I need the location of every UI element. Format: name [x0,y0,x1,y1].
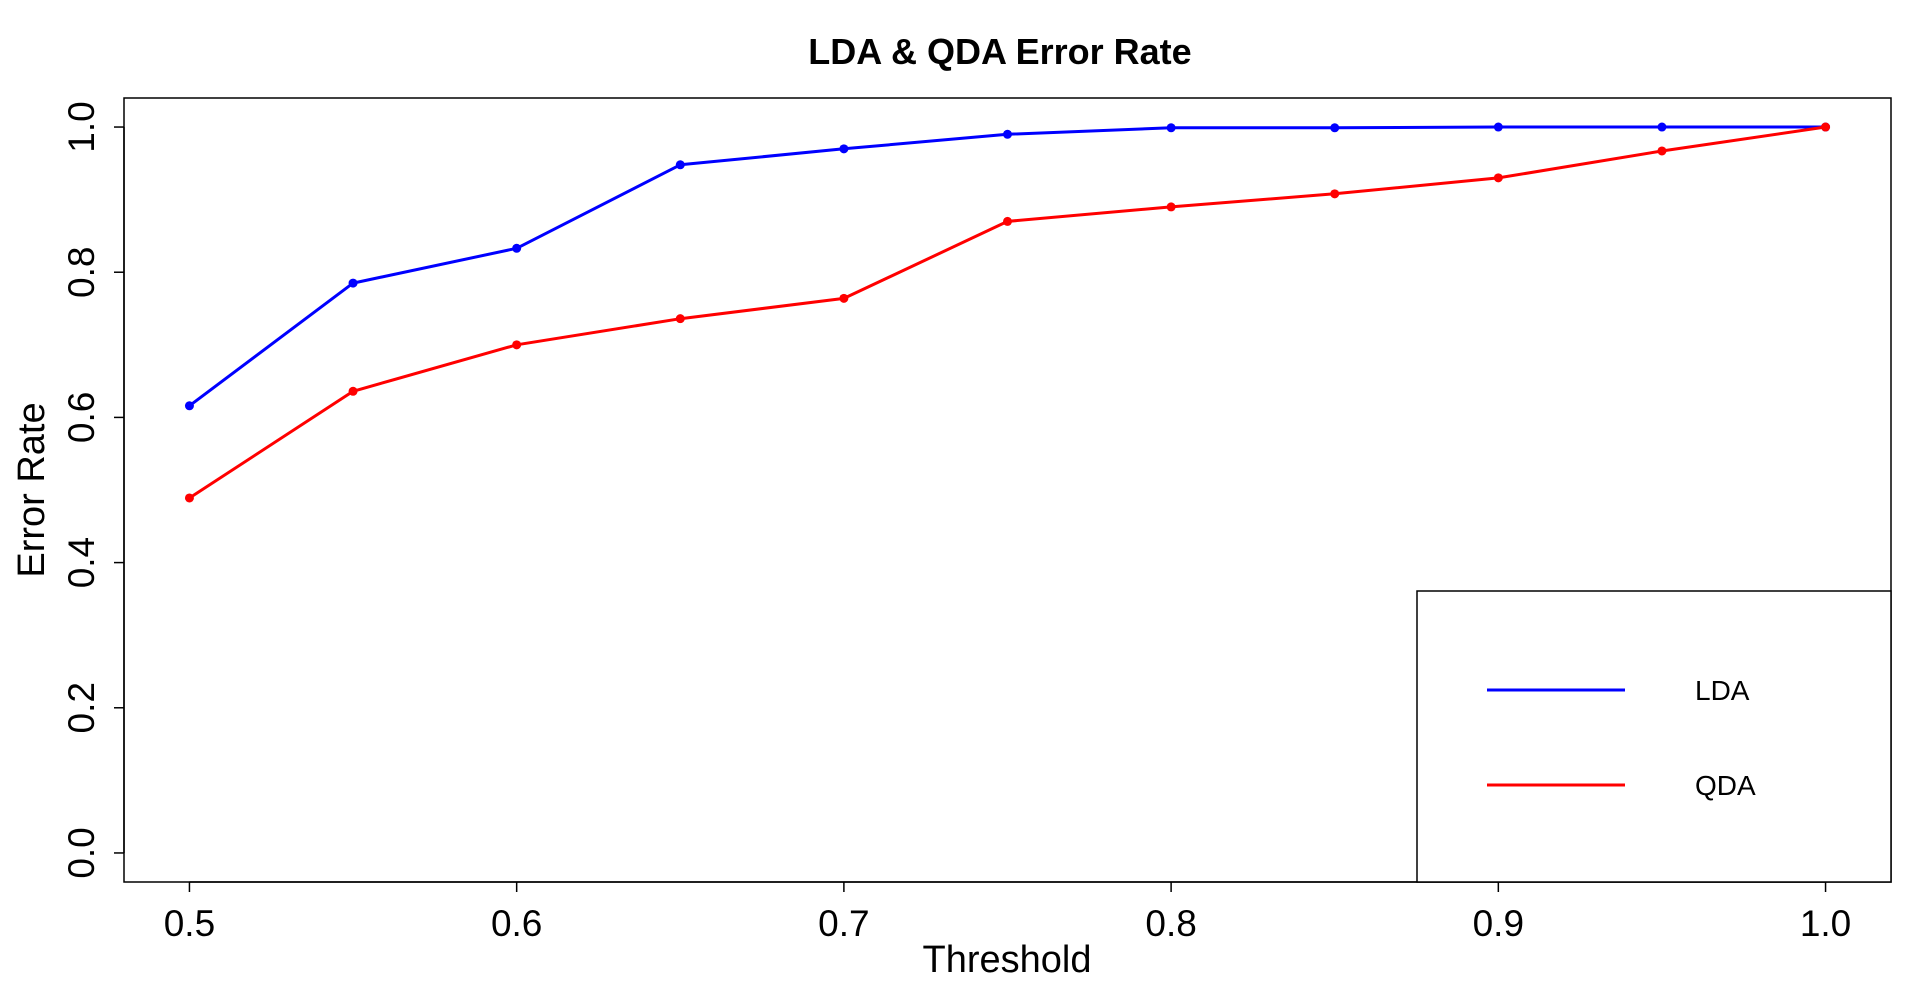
data-point-qda [1166,202,1176,212]
data-point-qda [1493,173,1503,183]
data-point-lda [1657,122,1667,132]
x-axis: 0.5 0.6 0.7 0.8 0.9 1.0 [164,881,1851,944]
y-axis: 0.0 0.2 0.4 0.6 0.8 1.0 [61,101,125,879]
data-point-lda [839,144,849,154]
data-point-qda [1330,189,1340,199]
x-tick-label: 0.9 [1473,903,1524,944]
series-layer [184,122,1831,503]
x-tick-label: 0.5 [164,903,215,944]
data-point-qda [675,314,685,324]
data-point-lda [184,401,194,411]
y-tick-label: 0.6 [61,392,102,443]
legend-box [1416,590,1892,883]
data-point-lda [1330,123,1340,133]
data-point-lda [348,278,358,288]
y-axis-label: Error Rate [11,402,53,577]
data-point-qda [1657,146,1667,156]
x-axis-label: Threshold [923,939,1092,981]
data-point-qda [512,340,522,350]
chart-title: LDA & QDA Error Rate [808,31,1191,72]
x-tick-label: 0.6 [491,903,542,944]
legend-label-lda: LDA [1695,675,1750,706]
data-point-lda [512,243,522,253]
x-tick-label: 0.8 [1145,903,1196,944]
y-tick-label: 0.8 [61,247,102,298]
data-point-qda [839,293,849,303]
legend: LDA QDA [1416,590,1892,883]
data-point-qda [1821,122,1831,132]
y-tick-label: 0.2 [61,682,102,733]
data-point-lda [1493,122,1503,132]
series-line-qda [188,125,1826,500]
data-point-qda [1003,216,1012,226]
y-tick-label: 0.0 [61,827,102,878]
series-line-lda [188,125,1826,408]
data-point-qda [348,386,358,396]
x-tick-label: 1.0 [1800,903,1851,944]
data-point-lda [675,160,685,170]
data-point-lda [1003,129,1012,139]
y-tick-label: 1.0 [61,101,102,152]
data-point-lda [1166,123,1176,133]
legend-label-qda: QDA [1695,770,1756,801]
y-tick-label: 0.4 [61,537,102,588]
data-point-qda [184,493,194,503]
x-tick-label: 0.7 [818,903,869,944]
